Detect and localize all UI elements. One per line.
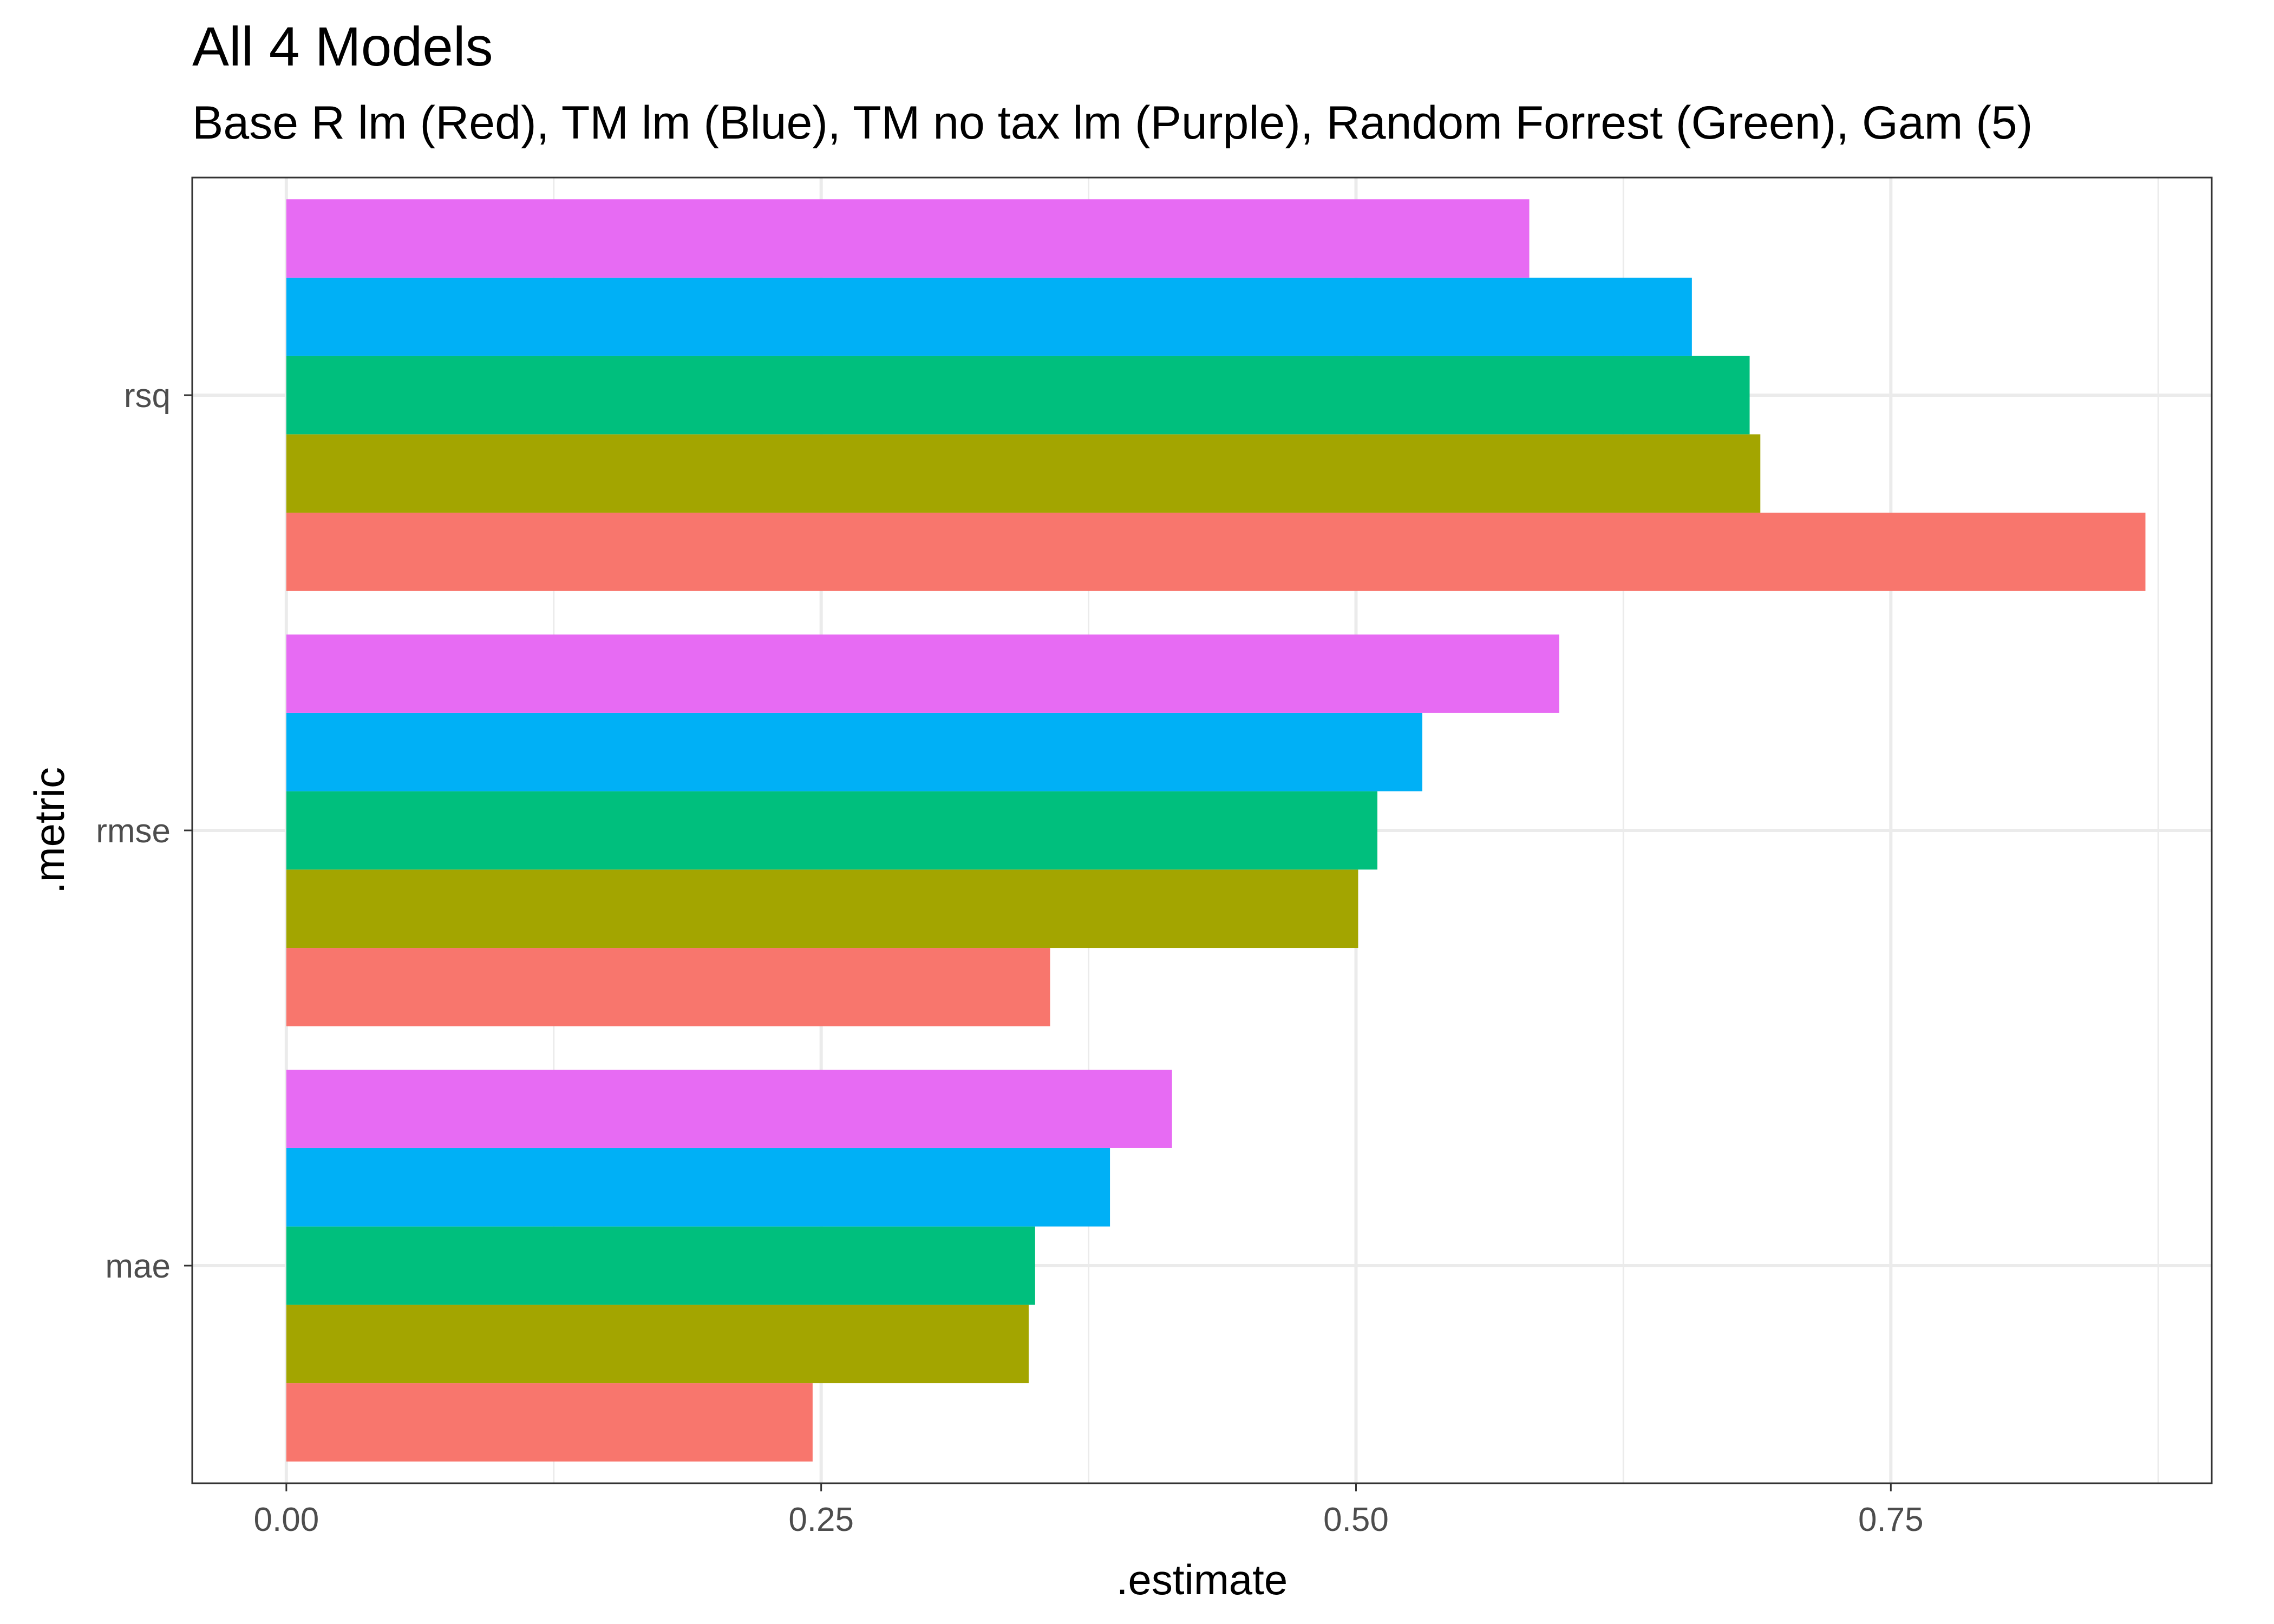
bar-rmse-3 [286,791,1378,870]
bar-rsq-5 [286,199,1530,278]
y-axis-title: .metric [25,767,73,894]
bar-rmse-4 [286,712,1422,791]
x-tick-label: 0.00 [254,1501,319,1538]
axes: 0.00 0.25 0.50 0.75 mae rmse rsq [96,377,1923,1538]
bar-mae-4 [286,1148,1110,1227]
x-tick-label: 0.50 [1323,1501,1389,1538]
bar-rsq-3 [286,356,1750,435]
y-tick-label-mae: mae [105,1248,171,1285]
bars [286,199,2146,1462]
bar-mae-2 [286,1305,1029,1384]
bar-rsq-4 [286,277,1692,356]
bar-rsq-1 [286,513,2146,591]
x-axis-title: .estimate [1116,1556,1288,1603]
x-tick-label: 0.25 [788,1501,854,1538]
bar-rsq-2 [286,434,1761,513]
chart-subtitle: Base R lm (Red), TM lm (Blue), TM no tax… [192,97,2033,149]
x-tick-label: 0.75 [1858,1501,1924,1538]
bar-mae-5 [286,1070,1172,1148]
bar-mae-3 [286,1226,1035,1305]
y-tick-label-rsq: rsq [124,377,171,415]
bar-rmse-1 [286,948,1050,1026]
chart-title: All 4 Models [192,16,493,77]
bar-mae-1 [286,1383,813,1462]
bar-rmse-2 [286,869,1358,948]
y-tick-label-rmse: rmse [96,813,171,850]
bar-rmse-5 [286,634,1559,713]
